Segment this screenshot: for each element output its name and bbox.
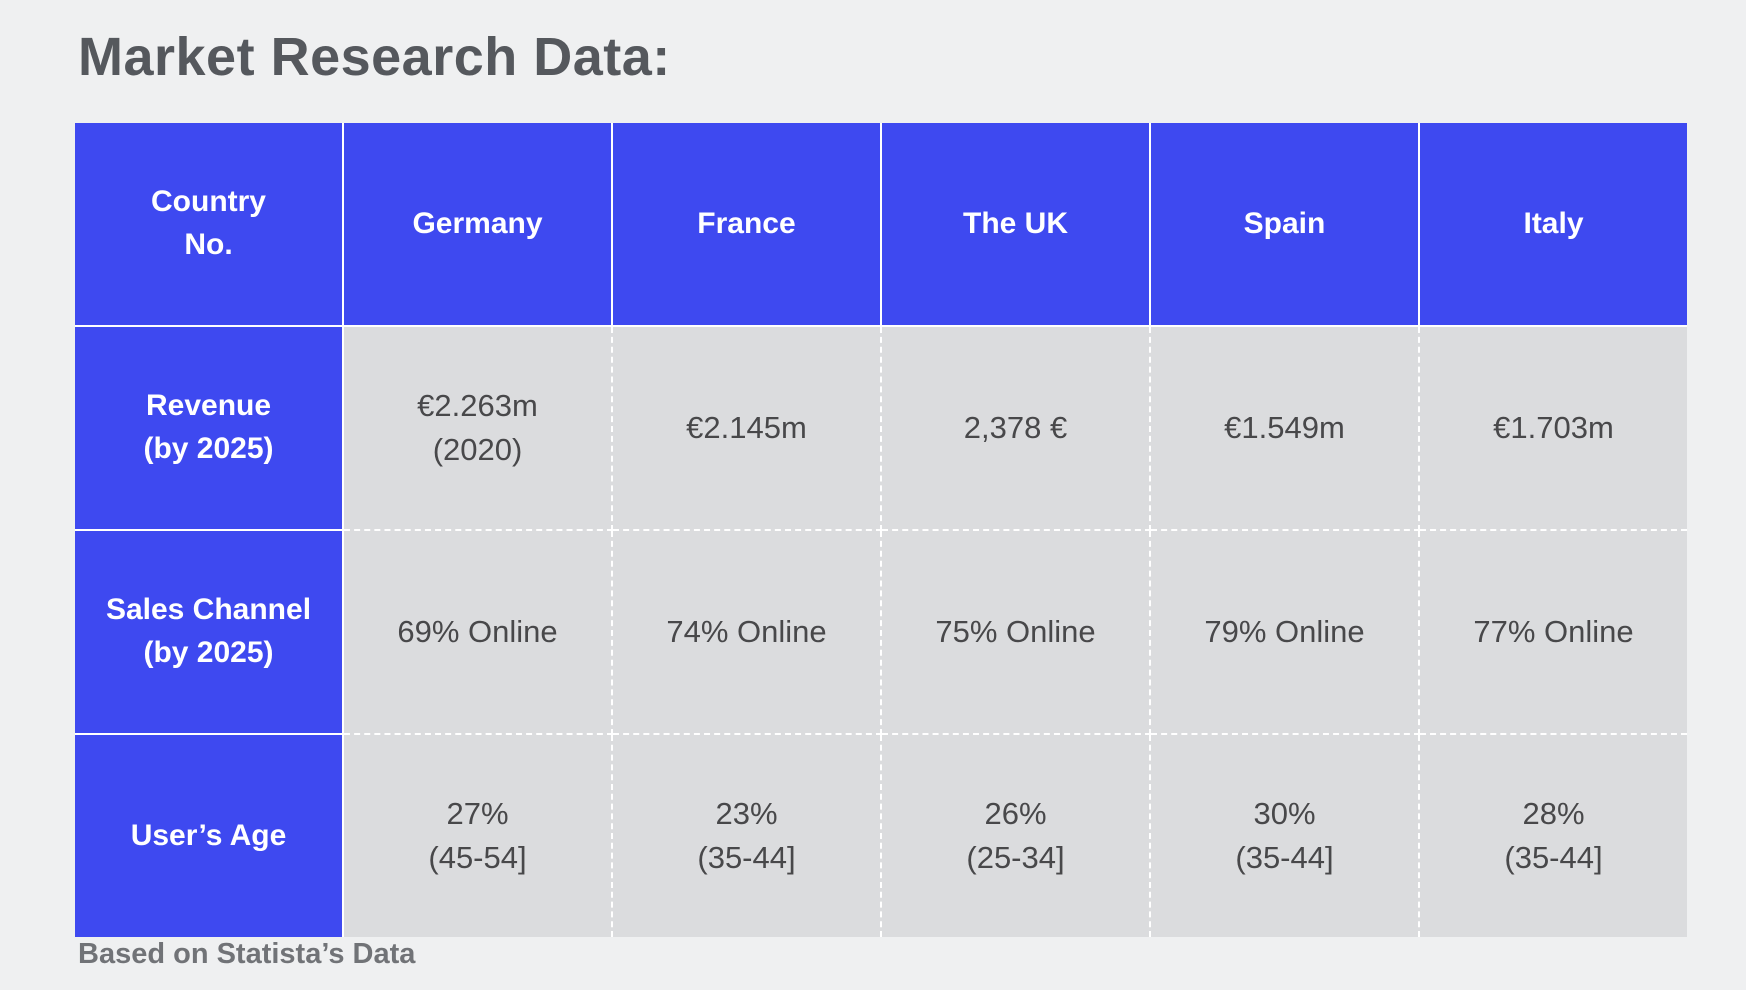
column-header-germany: Germany <box>342 122 613 327</box>
row-label-revenue: Revenue (by 2025) <box>74 325 344 531</box>
table-row-sales-channel: Sales Channel (by 2025) 69% Online 74% O… <box>74 529 1688 735</box>
page-title: Market Research Data: <box>78 27 671 87</box>
cell-age-the-uk: 26% (25-34] <box>880 733 1151 938</box>
column-header-france: France <box>611 122 882 327</box>
cell-revenue-spain: €1.549m <box>1149 325 1420 531</box>
market-research-table: Country No. Germany France The UK Spain … <box>74 122 1688 938</box>
row-label-sales-channel: Sales Channel (by 2025) <box>74 529 344 735</box>
column-header-the-uk: The UK <box>880 122 1151 327</box>
cell-sales-germany: 69% Online <box>342 529 613 735</box>
cell-revenue-italy: €1.703m <box>1418 325 1688 531</box>
cell-revenue-france: €2.145m <box>611 325 882 531</box>
cell-age-spain: 30% (35-44] <box>1149 733 1420 938</box>
cell-age-france: 23% (35-44] <box>611 733 882 938</box>
row-label-users-age: User’s Age <box>74 733 344 938</box>
corner-header-cell: Country No. <box>74 122 344 327</box>
cell-sales-italy: 77% Online <box>1418 529 1688 735</box>
cell-revenue-germany: €2.263m (2020) <box>342 325 613 531</box>
cell-sales-the-uk: 75% Online <box>880 529 1151 735</box>
cell-revenue-the-uk: 2,378 € <box>880 325 1151 531</box>
table-row-revenue: Revenue (by 2025) €2.263m (2020) €2.145m… <box>74 325 1688 531</box>
cell-age-italy: 28% (35-44] <box>1418 733 1688 938</box>
column-header-italy: Italy <box>1418 122 1688 327</box>
cell-age-germany: 27% (45-54] <box>342 733 613 938</box>
cell-sales-france: 74% Online <box>611 529 882 735</box>
table-row-users-age: User’s Age 27% (45-54] 23% (35-44] 26% (… <box>74 733 1688 938</box>
cell-sales-spain: 79% Online <box>1149 529 1420 735</box>
column-header-spain: Spain <box>1149 122 1420 327</box>
table-header-row: Country No. Germany France The UK Spain … <box>74 122 1688 327</box>
source-note: Based on Statista’s Data <box>78 938 416 970</box>
